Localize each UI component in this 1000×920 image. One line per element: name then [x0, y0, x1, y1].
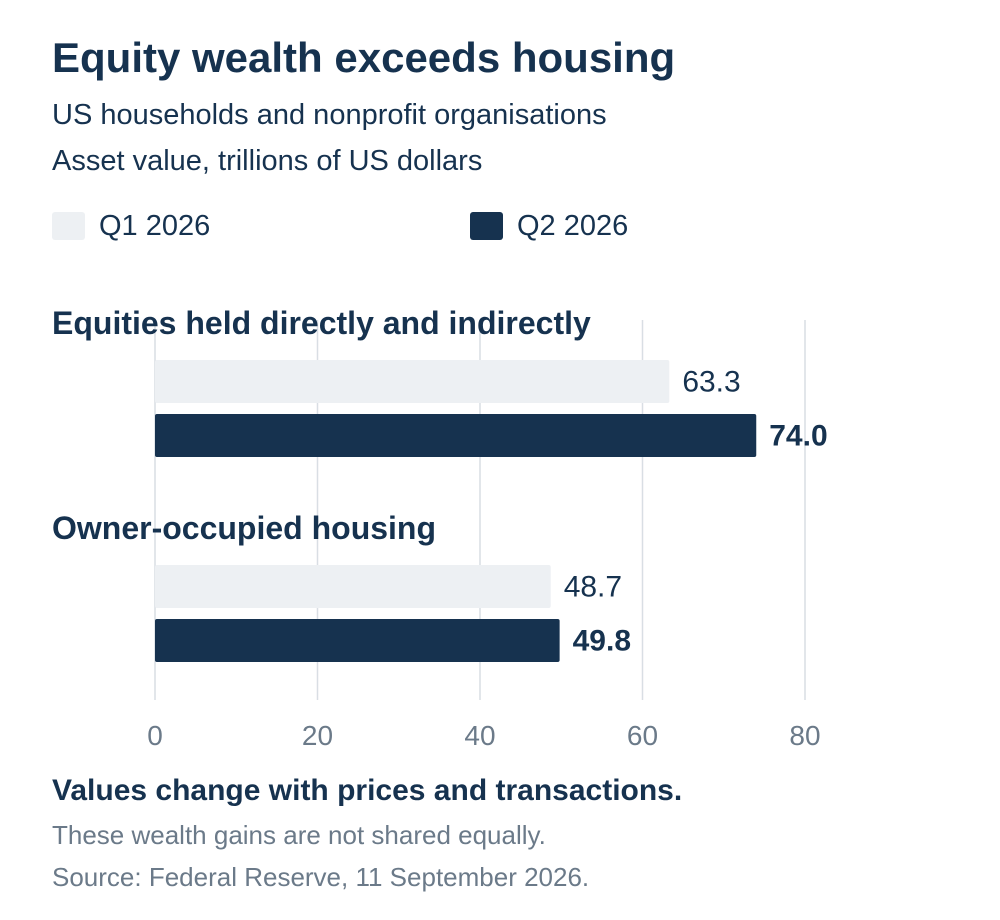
chart-title: Equity wealth exceeds housing: [52, 34, 676, 81]
legend-swatch-q2: [470, 212, 503, 240]
data-label: 74.0: [769, 420, 827, 453]
legend-swatch-q1: [52, 212, 85, 240]
x-tick-label: 80: [789, 720, 820, 751]
chart-source: Source: Federal Reserve, 11 September 20…: [52, 862, 590, 892]
data-label: 63.3: [682, 366, 740, 399]
chart-subtitle: US households and nonprofit organisation…: [52, 99, 607, 131]
x-tick-label: 40: [464, 720, 495, 751]
category-label: Owner-occupied housing: [52, 510, 436, 546]
chart-note: Values change with prices and transactio…: [52, 774, 683, 807]
legend-label-q1: Q1 2026: [99, 209, 211, 242]
x-tick-label: 0: [147, 720, 163, 751]
legend-item-q2: Q2 2026: [470, 208, 628, 244]
bar: [155, 565, 551, 608]
x-tick-label: 20: [302, 720, 333, 751]
category-label: Equities held directly and indirectly: [52, 305, 591, 341]
bar: [155, 619, 560, 662]
chart-units: Asset value, trillions of US dollars: [52, 145, 483, 177]
data-label: 48.7: [564, 571, 622, 604]
legend-item-q1: Q1 2026: [52, 208, 210, 244]
bar-chart: 0 20 40 60 80 Equities held directly and indi…: [52, 305, 828, 751]
bar: [155, 360, 670, 403]
x-tick-label: 60: [627, 720, 658, 751]
bar: [155, 414, 757, 457]
data-label: 49.8: [573, 625, 631, 658]
legend-label-q2: Q2 2026: [517, 209, 629, 242]
chart-caption: These wealth gains are not shared equall…: [52, 820, 546, 850]
